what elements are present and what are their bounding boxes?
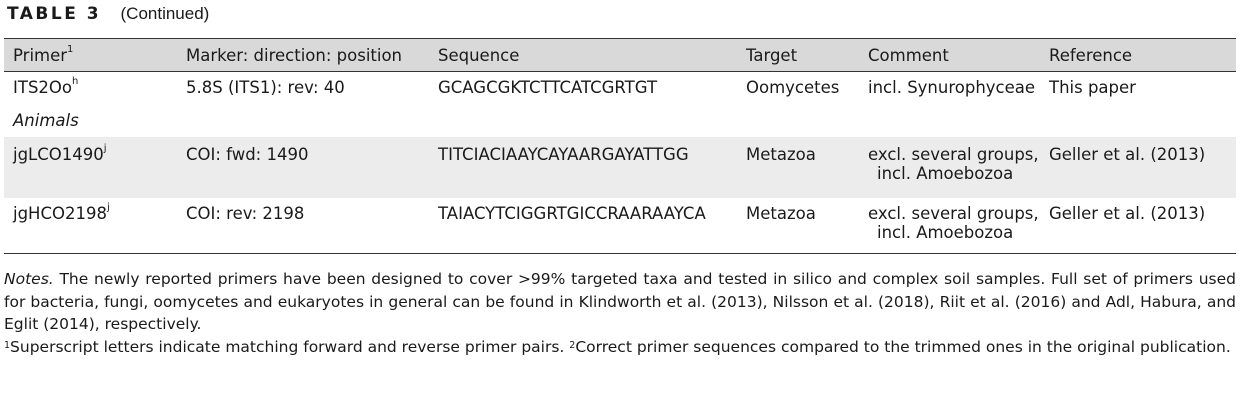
- section-animals: Animals: [13, 110, 79, 130]
- comment-line: excl. several groups,: [868, 144, 1039, 164]
- header-primer: Primer1: [4, 38, 177, 72]
- cell-sequence: TAIACYTCIGGRTGICCRAARAAYCA: [438, 203, 706, 223]
- table-row: jgLCO1490j COI: fwd: 1490 TITCIACIAAYCAY…: [4, 136, 1236, 198]
- cell-reference: Geller et al. (2013): [1049, 144, 1206, 164]
- footnote-1: Superscript letters indicate matching fo…: [10, 337, 565, 356]
- primer-sup: j: [106, 201, 110, 213]
- cell-marker: COI: fwd: 1490: [186, 144, 309, 164]
- table-caption: TABLE 3 (Continued): [7, 4, 209, 24]
- comment-line: incl. Amoebozoa: [877, 222, 1014, 242]
- primer-table: Primer1 Marker: direction: position Sequ…: [4, 38, 1236, 254]
- header-marker: Marker: direction: position: [177, 38, 429, 72]
- cell-primer: jgHCO2198j: [13, 201, 110, 223]
- footnote-marker: 1: [4, 339, 11, 351]
- primer-sup: j: [103, 142, 107, 154]
- primer-sup: h: [72, 76, 79, 87]
- header-sequence: Sequence: [429, 38, 737, 72]
- header-reference: Reference: [1040, 38, 1236, 72]
- cell-sequence: TITCIACIAAYCAYAARGAYATTGG: [438, 144, 689, 164]
- header-comment: Comment: [859, 38, 1040, 72]
- table-notes: Notes. The newly reported primers have b…: [4, 268, 1236, 358]
- cell-target: Metazoa: [746, 144, 816, 164]
- comment-line: incl. Amoebozoa: [877, 163, 1014, 183]
- cell-primer: ITS2Ooh: [13, 76, 79, 97]
- table-row: ITS2Ooh 5.8S (ITS1): rev: 40 GCAGCGKTCTT…: [4, 71, 1236, 107]
- cell-marker: 5.8S (ITS1): rev: 40: [186, 78, 345, 97]
- footnote-2: Correct primer sequences compared to the…: [575, 337, 1231, 356]
- footnote-marker: 2: [569, 339, 576, 351]
- table-row: jgHCO2198j COI: rev: 2198 TAIACYTCIGGRTG…: [4, 197, 1236, 254]
- header-target: Target: [737, 38, 859, 72]
- cell-target: Metazoa: [746, 203, 816, 223]
- cell-comment: excl. several groups, incl. Amoebozoa: [859, 137, 1040, 198]
- footnotes-paragraph: 1Superscript letters indicate matching f…: [4, 336, 1236, 359]
- cell-sequence: GCAGCGKTCTTCATCGRTGT: [438, 78, 658, 97]
- header-row: Primer1 Marker: direction: position Sequ…: [4, 38, 1236, 72]
- cell-reference: Geller et al. (2013): [1049, 203, 1206, 223]
- notes-text: The newly reported primers have been des…: [4, 270, 1236, 333]
- table-label: TABLE 3: [7, 4, 102, 24]
- comment-line: excl. several groups,: [868, 203, 1039, 223]
- continued-label: (Continued): [120, 4, 210, 23]
- cell-reference: This paper: [1049, 78, 1136, 97]
- cell-target: Oomycetes: [746, 78, 840, 97]
- cell-marker: COI: rev: 2198: [186, 203, 305, 223]
- notes-paragraph: Notes. The newly reported primers have b…: [4, 268, 1236, 336]
- cell-comment: excl. several groups, incl. Amoebozoa: [859, 198, 1040, 254]
- notes-label: Notes.: [4, 270, 54, 288]
- section-row: Animals: [4, 106, 1236, 137]
- header-primer-sup: 1: [67, 44, 74, 55]
- cell-primer: jgLCO1490j: [13, 142, 107, 164]
- cell-comment: incl. Synurophyceae: [868, 78, 1036, 97]
